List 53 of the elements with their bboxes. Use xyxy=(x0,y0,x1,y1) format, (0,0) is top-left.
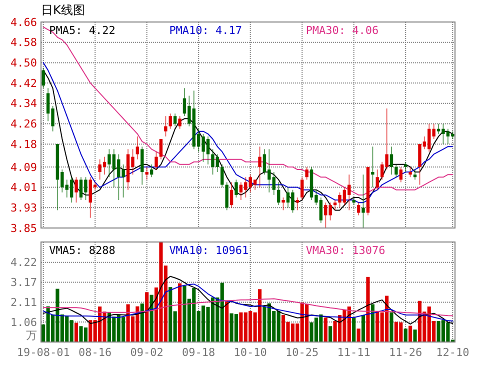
y-tick-label: 4.18 xyxy=(10,138,37,151)
chart-title: 日K线图 xyxy=(41,3,85,17)
x-tick-label: 11-26 xyxy=(389,346,422,359)
x-tick-label: 09-18 xyxy=(182,346,216,359)
text: PMA5: 4.22 xyxy=(49,24,116,37)
y-tick-label: 1.06 xyxy=(10,316,37,329)
bar xyxy=(324,318,328,342)
y-tick-label: 4.01 xyxy=(10,181,37,194)
bar xyxy=(352,318,356,342)
y-tick-label: 4.58 xyxy=(10,36,37,50)
bar xyxy=(413,330,417,342)
bar xyxy=(225,302,229,342)
y-tick-label: 4.09 xyxy=(10,160,37,174)
bar xyxy=(366,276,370,342)
y-tick-label: 4.22 xyxy=(10,256,37,270)
bar xyxy=(408,326,412,342)
line-series xyxy=(42,284,454,322)
bar xyxy=(328,326,332,342)
text: PMA30: 4.06 xyxy=(306,24,379,37)
bar xyxy=(145,292,149,342)
y-tick-label: 3.17 xyxy=(10,276,37,290)
text: VMA30: 13076 xyxy=(306,244,386,257)
bar xyxy=(258,289,262,342)
text: VMA10: 10961 xyxy=(169,244,249,257)
y-tick-label: 4.34 xyxy=(10,97,38,110)
bar xyxy=(404,328,408,342)
bar xyxy=(370,304,374,342)
line-series xyxy=(42,26,454,196)
bar xyxy=(361,315,366,342)
bar xyxy=(74,322,78,342)
bar xyxy=(356,328,360,342)
y-tick-label: 3.93 xyxy=(10,202,37,215)
line-series xyxy=(42,276,454,325)
y-tick-label: 3.85 xyxy=(10,222,37,235)
bar xyxy=(140,304,144,342)
y-tick-label: 4.50 xyxy=(10,56,37,70)
y-tick-label: 2.11 xyxy=(10,296,37,310)
x-tick-label: 08-16 xyxy=(78,346,112,359)
y-tick-label: 4.66 xyxy=(10,16,37,29)
text: VMA5: 8288 xyxy=(49,244,116,257)
y-axis-title: 万 xyxy=(26,329,37,342)
y-tick-label: 4.26 xyxy=(10,118,37,131)
bar xyxy=(390,312,394,342)
text: PMA10: 4.17 xyxy=(169,24,242,37)
x-tick-label: 09-02 xyxy=(130,346,164,359)
x-tick-label: 12-10 xyxy=(436,346,470,359)
y-tick-label: 4.42 xyxy=(10,76,37,90)
x-tick-label: 10-10 xyxy=(234,346,267,359)
x-tick-label: 10-25 xyxy=(286,346,319,359)
line-series xyxy=(42,298,454,316)
x-tick-label: 11-11 xyxy=(337,346,370,359)
x-tick-label: 19-08-01 xyxy=(16,346,70,359)
bar xyxy=(178,283,182,342)
